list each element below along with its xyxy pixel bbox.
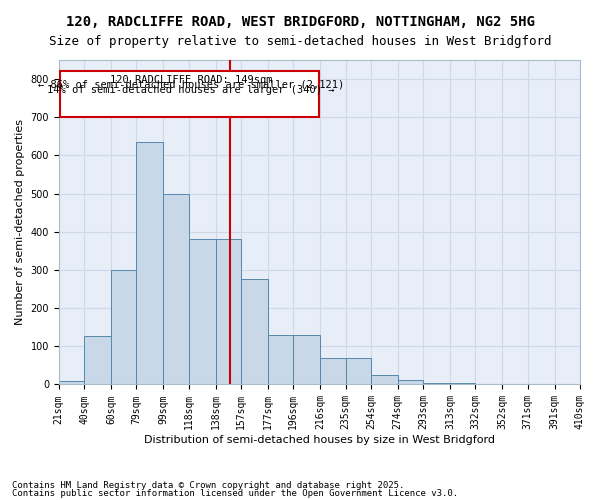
Text: Size of property relative to semi-detached houses in West Bridgford: Size of property relative to semi-detach… [49, 35, 551, 48]
Bar [241, 280, 268, 384]
X-axis label: Distribution of semi-detached houses by size in West Bridgford: Distribution of semi-detached houses by … [144, 435, 495, 445]
Bar [268, 335, 293, 384]
Text: Contains public sector information licensed under the Open Government Licence v3: Contains public sector information licen… [12, 488, 458, 498]
Text: 120 RADCLIFFE ROAD: 149sqm: 120 RADCLIFFE ROAD: 149sqm [110, 74, 272, 85]
Bar [371, 375, 398, 384]
Bar [189, 240, 215, 384]
Bar [398, 380, 423, 384]
Text: 120, RADCLIFFE ROAD, WEST BRIDGFORD, NOTTINGHAM, NG2 5HG: 120, RADCLIFFE ROAD, WEST BRIDGFORD, NOT… [65, 15, 535, 29]
Bar [293, 335, 320, 384]
Bar [136, 142, 163, 384]
Bar [84, 336, 111, 384]
Text: Contains HM Land Registry data © Crown copyright and database right 2025.: Contains HM Land Registry data © Crown c… [12, 481, 404, 490]
FancyBboxPatch shape [60, 72, 319, 118]
Bar [215, 240, 241, 384]
Text: ← 86% of semi-detached houses are smaller (2,121): ← 86% of semi-detached houses are smalle… [38, 80, 344, 90]
Bar [163, 194, 189, 384]
Bar [59, 380, 84, 384]
Bar [346, 358, 371, 384]
Bar [423, 382, 450, 384]
Y-axis label: Number of semi-detached properties: Number of semi-detached properties [15, 119, 25, 325]
Bar [111, 270, 136, 384]
Text: 14% of semi-detached houses are larger (340) →: 14% of semi-detached houses are larger (… [47, 85, 335, 95]
Bar [320, 358, 346, 384]
